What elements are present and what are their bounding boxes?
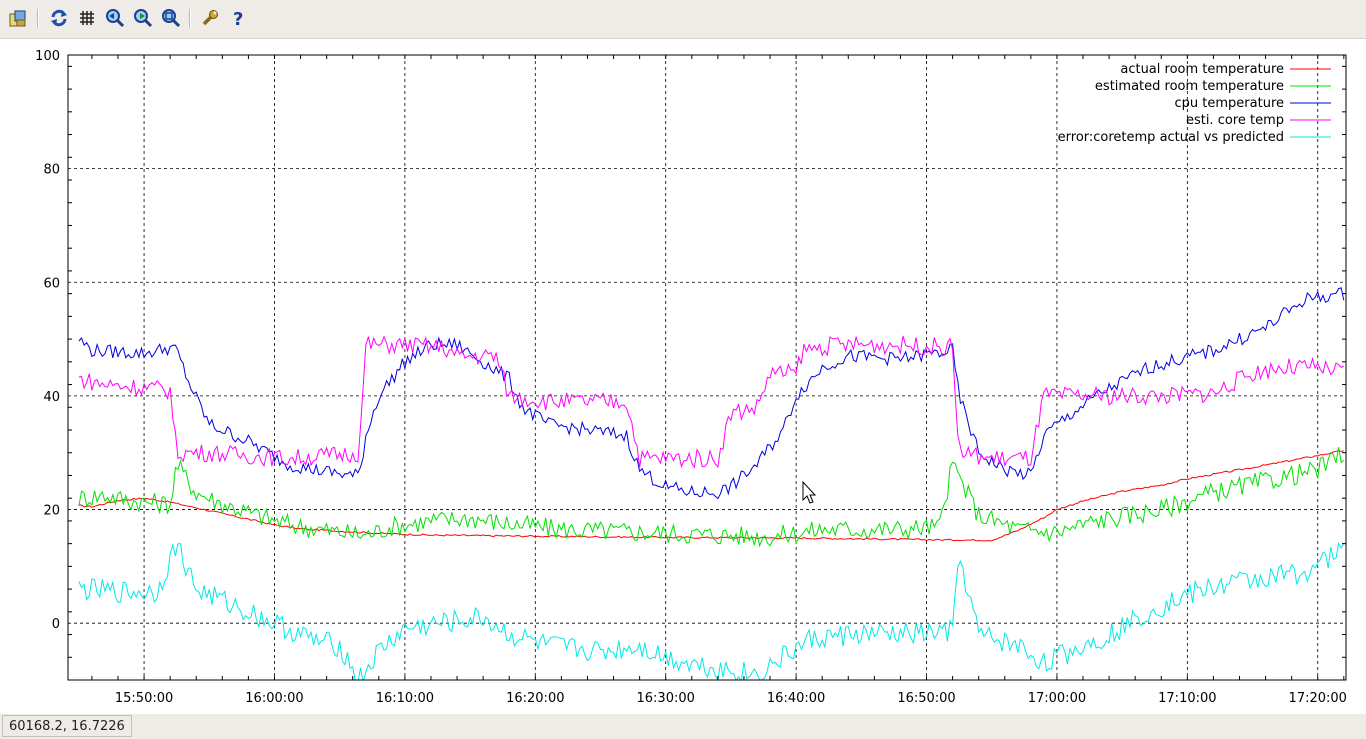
y-tick-label: 20 [43, 504, 60, 519]
export-icon[interactable] [7, 7, 29, 29]
series-line [78, 447, 1345, 548]
toolbar: ? [0, 0, 1366, 39]
x-tick-label: 15:50:00 [115, 691, 173, 706]
series-line [78, 541, 1345, 680]
series-line [78, 287, 1345, 500]
legend-label: esti. core temp [1186, 113, 1284, 128]
x-tick-label: 16:40:00 [767, 691, 825, 706]
y-tick-label: 0 [52, 617, 60, 632]
zoom-previous-icon[interactable] [104, 7, 126, 29]
x-tick-label: 16:50:00 [897, 691, 955, 706]
y-tick-label: 100 [35, 49, 60, 64]
mouse-cursor-icon [802, 480, 817, 504]
plot-area[interactable]: 0 20 40 60 80 100 15:50:00 16:00:00 16:10:00 16:2… [0, 39, 1366, 714]
x-tick-label: 16:20:00 [506, 691, 564, 706]
legend-label: cpu temperature [1175, 96, 1284, 111]
replot-icon[interactable] [48, 7, 70, 29]
x-tick-label: 16:10:00 [376, 691, 434, 706]
x-tick-label: 16:00:00 [245, 691, 303, 706]
line-chart[interactable]: 0 20 40 60 80 100 15:50:00 16:00:00 16:10:00 16:2… [0, 39, 1366, 714]
x-tick-label: 17:20:00 [1289, 691, 1347, 706]
grid-icon[interactable] [76, 7, 98, 29]
y-tick-label: 80 [43, 163, 60, 178]
legend-label: estimated room temperature [1095, 79, 1284, 94]
y-tick-label: 60 [43, 276, 60, 291]
zoom-next-icon[interactable] [132, 7, 154, 29]
x-tick-label: 17:10:00 [1158, 691, 1216, 706]
plot-frame [67, 54, 1347, 681]
series-line [78, 450, 1344, 542]
status-bar: 60168.2, 16.7226 [0, 714, 1366, 739]
legend-label: actual room temperature [1120, 62, 1284, 77]
settings-icon[interactable] [199, 7, 221, 29]
cursor-coordinates: 60168.2, 16.7226 [2, 715, 132, 737]
series-line [78, 335, 1345, 469]
toolbar-separator [37, 9, 39, 27]
x-tick-label: 17:00:00 [1028, 691, 1086, 706]
y-tick-label: 40 [43, 390, 60, 405]
x-tick-label: 16:30:00 [637, 691, 695, 706]
toolbar-separator [189, 9, 191, 27]
unzoom-icon[interactable] [160, 7, 182, 29]
svg-text:?: ? [233, 9, 243, 28]
help-icon[interactable]: ? [228, 7, 250, 29]
legend-label: error:coretemp actual vs predicted [1058, 130, 1284, 145]
